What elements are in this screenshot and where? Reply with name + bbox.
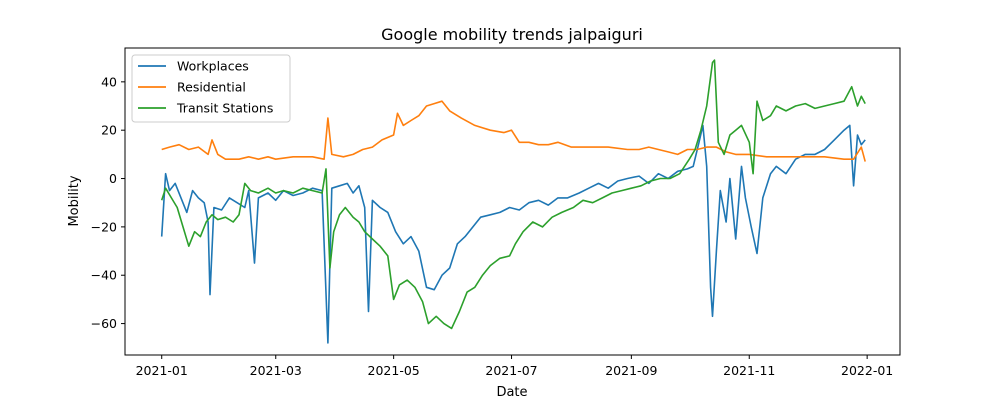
x-tick-label: 2021-07	[485, 363, 537, 378]
y-tick-label: 40	[101, 74, 117, 89]
y-tick-label: −60	[91, 316, 117, 331]
y-axis: −60 −40 −20 0 20 40	[91, 74, 125, 331]
series-line-residential	[161, 100, 866, 162]
series-line-workplaces	[160, 124, 866, 344]
legend-label: Residential	[177, 80, 246, 95]
legend: Workplaces Residential Transit Stations	[131, 54, 291, 123]
x-tick-label: 2021-01	[136, 363, 188, 378]
y-axis-label: Mobility	[67, 175, 82, 226]
legend-label: Transit Stations	[176, 101, 273, 116]
x-tick-label: 2021-11	[723, 363, 775, 378]
plot-frame	[124, 47, 901, 356]
y-tick-label: −40	[91, 268, 117, 283]
x-tick-label: 2021-03	[250, 363, 302, 378]
legend-box	[131, 54, 291, 123]
x-axis: 2021-01 2021-03 2021-05 2021-07 2021-09 2021-…	[136, 355, 893, 378]
y-tick-label: 20	[101, 123, 117, 138]
y-tick-label: −20	[91, 219, 117, 234]
x-tick-label: 2022-01	[841, 363, 893, 378]
series-line-transit-stations	[160, 59, 866, 330]
x-tick-label: 2021-09	[605, 363, 657, 378]
y-tick-label: 0	[109, 171, 117, 186]
legend-label: Workplaces	[177, 59, 249, 74]
chart-title: Google mobility trends jalpaiguri	[381, 25, 643, 44]
x-axis-label: Date	[496, 385, 527, 400]
series-layer	[160, 59, 866, 344]
x-tick-label: 2021-05	[368, 363, 420, 378]
